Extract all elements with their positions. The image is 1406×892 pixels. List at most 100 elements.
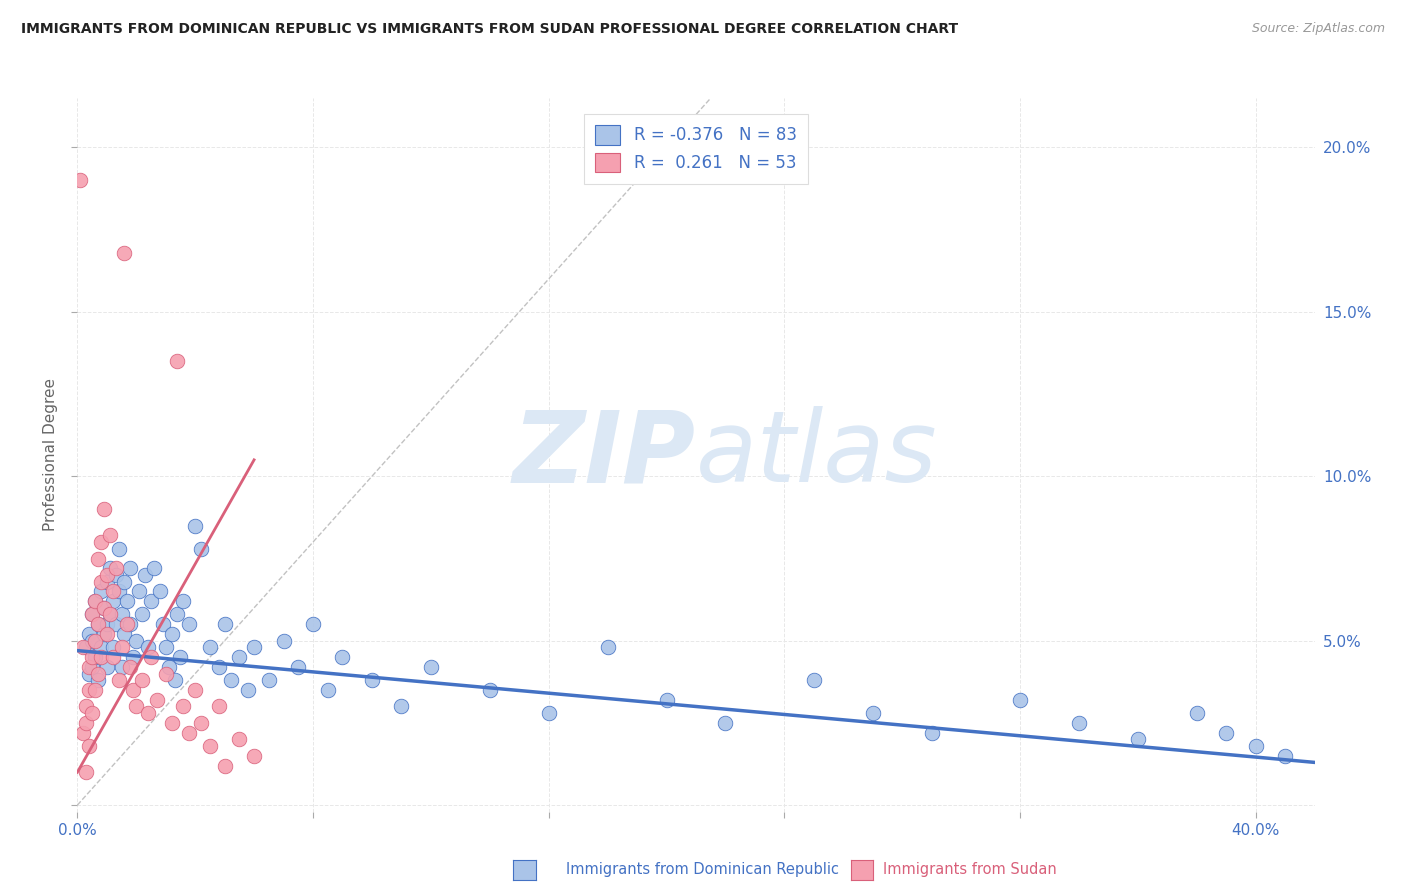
- Point: [104, 617, 127, 632]
- Point: [101, 650, 124, 665]
- Point: [98, 528, 121, 542]
- Point: [114, 627, 136, 641]
- Point: [77, 683, 100, 698]
- Point: [84, 594, 107, 608]
- Point: [136, 706, 159, 720]
- Point: [214, 758, 236, 772]
- Point: [107, 584, 129, 599]
- Point: [80, 633, 103, 648]
- Point: [72, 726, 94, 740]
- Point: [101, 594, 124, 608]
- Point: [84, 594, 107, 608]
- Point: [104, 568, 127, 582]
- Point: [101, 640, 124, 655]
- Point: [478, 683, 501, 698]
- Point: [179, 726, 201, 740]
- Point: [1244, 739, 1267, 753]
- Text: Immigrants from Sudan: Immigrants from Sudan: [883, 863, 1057, 877]
- Point: [157, 660, 180, 674]
- Point: [77, 627, 100, 641]
- Point: [110, 607, 132, 622]
- Point: [98, 561, 121, 575]
- Point: [257, 673, 280, 688]
- Point: [122, 683, 145, 698]
- Point: [273, 633, 295, 648]
- Point: [139, 650, 162, 665]
- Point: [146, 693, 169, 707]
- Legend: R = -0.376   N = 83, R =  0.261   N = 53: R = -0.376 N = 83, R = 0.261 N = 53: [583, 113, 808, 184]
- Point: [184, 518, 207, 533]
- Point: [1215, 726, 1237, 740]
- Point: [131, 607, 153, 622]
- Point: [93, 600, 115, 615]
- Point: [120, 561, 142, 575]
- Point: [87, 617, 110, 632]
- Point: [72, 640, 94, 655]
- Point: [149, 584, 172, 599]
- Y-axis label: Professional Degree: Professional Degree: [44, 378, 58, 532]
- Point: [136, 640, 159, 655]
- Point: [169, 650, 191, 665]
- Point: [208, 660, 231, 674]
- Point: [190, 541, 212, 556]
- Point: [1008, 693, 1031, 707]
- Point: [75, 640, 97, 655]
- Point: [104, 561, 127, 575]
- Point: [87, 551, 110, 566]
- Point: [219, 673, 242, 688]
- Point: [179, 617, 201, 632]
- Point: [120, 660, 142, 674]
- Point: [101, 584, 124, 599]
- Point: [155, 640, 177, 655]
- Point: [160, 627, 183, 641]
- Point: [93, 627, 115, 641]
- Point: [1185, 706, 1208, 720]
- Point: [714, 715, 737, 730]
- Point: [243, 748, 266, 763]
- Point: [90, 650, 112, 665]
- Point: [160, 715, 183, 730]
- Point: [77, 739, 100, 753]
- Point: [243, 640, 266, 655]
- Point: [125, 633, 148, 648]
- Text: atlas: atlas: [696, 407, 938, 503]
- Text: Source: ZipAtlas.com: Source: ZipAtlas.com: [1251, 22, 1385, 36]
- Point: [117, 594, 139, 608]
- Point: [107, 541, 129, 556]
- Point: [155, 666, 177, 681]
- Point: [190, 715, 212, 730]
- Point: [80, 660, 103, 674]
- Point: [87, 673, 110, 688]
- Point: [596, 640, 619, 655]
- Point: [134, 568, 156, 582]
- Point: [228, 650, 250, 665]
- Point: [107, 673, 129, 688]
- Point: [1126, 732, 1149, 747]
- Point: [77, 666, 100, 681]
- Point: [75, 715, 97, 730]
- Point: [96, 574, 118, 589]
- Point: [862, 706, 884, 720]
- Point: [114, 245, 136, 260]
- Point: [139, 594, 162, 608]
- Point: [69, 173, 91, 187]
- Point: [80, 607, 103, 622]
- Point: [142, 561, 165, 575]
- Point: [93, 502, 115, 516]
- Point: [90, 584, 112, 599]
- Point: [80, 706, 103, 720]
- Point: [96, 568, 118, 582]
- Point: [302, 617, 325, 632]
- Point: [84, 683, 107, 698]
- Point: [87, 666, 110, 681]
- Point: [166, 607, 188, 622]
- Point: [98, 607, 121, 622]
- Point: [537, 706, 560, 720]
- Point: [75, 765, 97, 780]
- Point: [198, 640, 221, 655]
- Point: [120, 617, 142, 632]
- Point: [172, 594, 194, 608]
- Point: [198, 739, 221, 753]
- Text: ZIP: ZIP: [513, 407, 696, 503]
- Point: [80, 650, 103, 665]
